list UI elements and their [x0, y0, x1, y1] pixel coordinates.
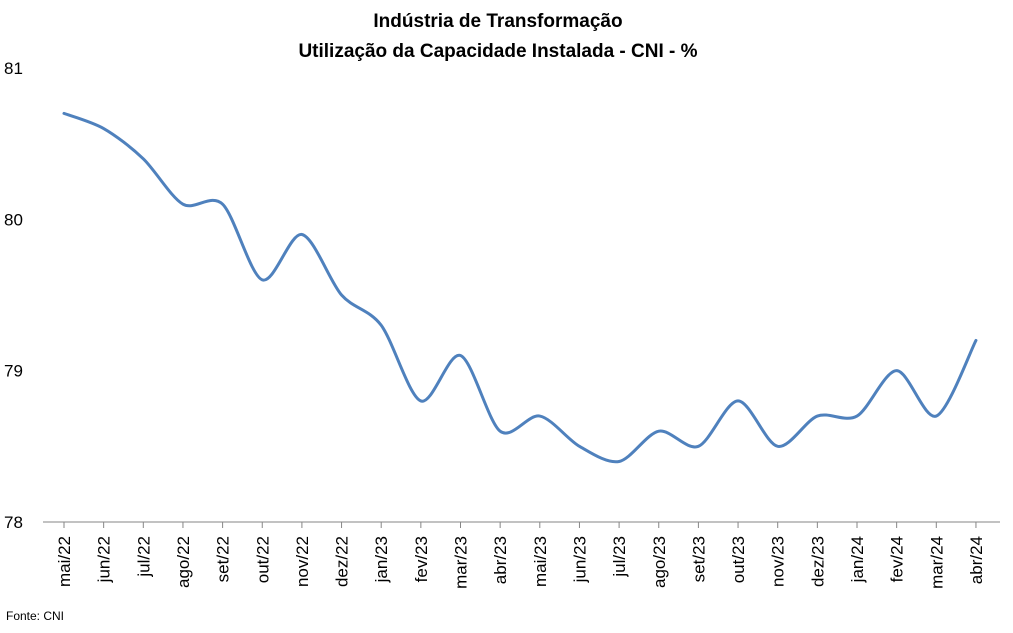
x-tick-label: fev/23 [412, 536, 431, 582]
x-tick-label: jul/23 [610, 536, 629, 578]
x-tick-label: abr/24 [967, 536, 986, 584]
series-group [62, 111, 978, 464]
x-tick-label: fev/24 [888, 536, 907, 582]
y-tick-label: 80 [4, 210, 23, 229]
x-tick-label: ago/22 [174, 536, 193, 588]
x-tick-label: mai/23 [531, 536, 550, 587]
x-tick-label: jun/23 [570, 536, 589, 583]
chart-subtitle: Utilização da Capacidade Instalada - CNI… [298, 41, 697, 62]
x-tick-label: out/22 [253, 536, 272, 583]
x-tick-label: nov/22 [293, 536, 312, 587]
x-axis-ticks: mai/22 jun/22 jul/22 ago/22 set/22 out/22 nov/… [55, 522, 986, 589]
x-tick-label: abr/23 [491, 536, 510, 584]
x-tick-label: set/23 [689, 536, 708, 582]
x-tick-label: jan/23 [372, 536, 391, 583]
x-tick-label: mar/23 [452, 536, 471, 589]
y-axis-ticks: 78 79 80 81 [4, 59, 23, 532]
y-tick-label: 78 [4, 513, 23, 532]
x-tick-label: jul/22 [134, 536, 153, 578]
chart-title: Indústria de Transformação [373, 11, 622, 32]
y-tick-label: 79 [4, 362, 23, 381]
x-tick-label: dez/22 [333, 536, 352, 587]
series-line [62, 111, 978, 464]
x-tick-label: ago/23 [650, 536, 669, 588]
x-tick-label: jun/22 [95, 536, 114, 583]
x-tick-label: nov/23 [769, 536, 788, 587]
x-tick-label: out/23 [729, 536, 748, 583]
x-tick-label: dez/23 [808, 536, 827, 587]
x-tick-label: mai/22 [55, 536, 74, 587]
x-tick-label: jan/24 [848, 536, 867, 583]
source-note: Fonte: CNI [6, 609, 65, 623]
x-tick-label: set/22 [214, 536, 233, 582]
y-tick-label: 81 [4, 59, 23, 78]
x-tick-label: mar/24 [927, 536, 946, 589]
